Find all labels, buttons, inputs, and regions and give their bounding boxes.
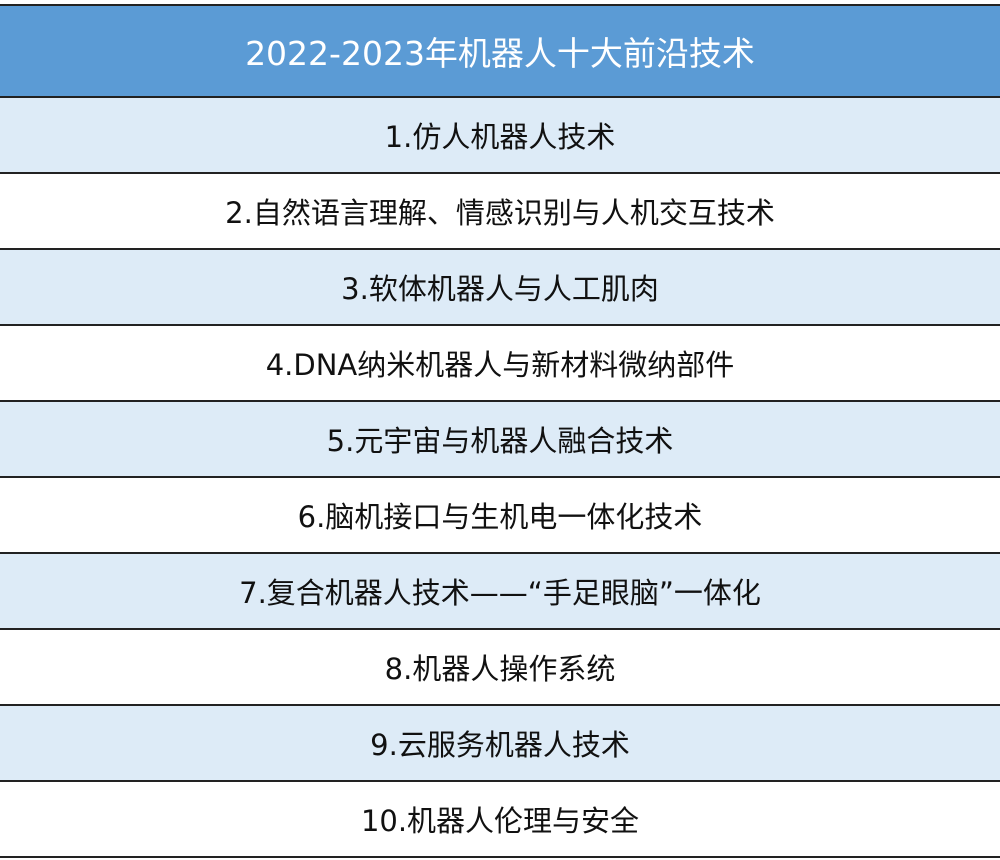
table-row: 8.机器人操作系统	[0, 630, 1000, 706]
table-row: 9.云服务机器人技术	[0, 706, 1000, 782]
table-row: 7.复合机器人技术——“手足眼脑”一体化	[0, 554, 1000, 630]
table-title: 2022-2023年机器人十大前沿技术	[0, 4, 1000, 98]
table-row: 1.仿人机器人技术	[0, 98, 1000, 174]
table-row: 6.脑机接口与生机电一体化技术	[0, 478, 1000, 554]
table-row: 3.软体机器人与人工肌肉	[0, 250, 1000, 326]
table-row: 2.自然语言理解、情感识别与人机交互技术	[0, 174, 1000, 250]
tech-table: 2022-2023年机器人十大前沿技术 1.仿人机器人技术 2.自然语言理解、情感…	[0, 4, 1000, 858]
table-row: 4.DNA纳米机器人与新材料微纳部件	[0, 326, 1000, 402]
table-row: 5.元宇宙与机器人融合技术	[0, 402, 1000, 478]
table-row: 10.机器人伦理与安全	[0, 782, 1000, 858]
